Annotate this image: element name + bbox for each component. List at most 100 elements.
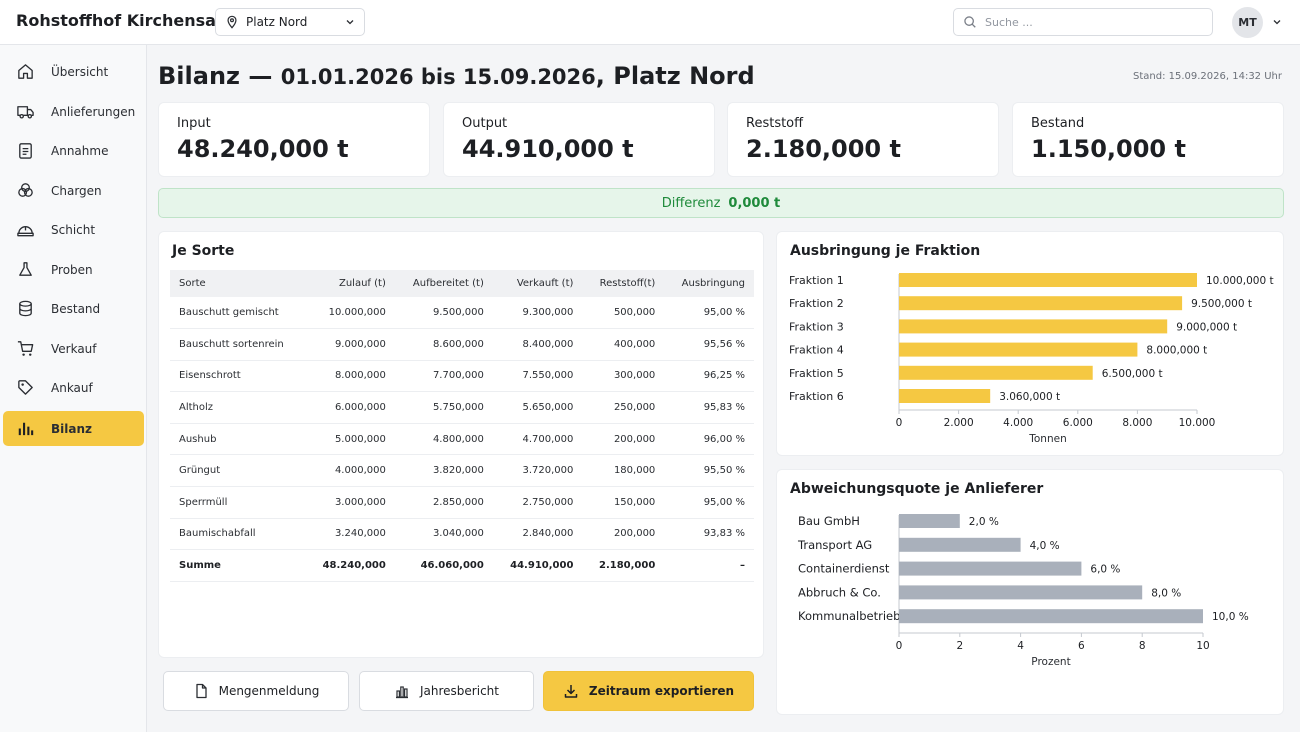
column-header[interactable]: Verkauft (t) <box>492 270 583 297</box>
kpi-label: Input <box>177 116 211 131</box>
table-sum-row: Summe 48.240,000 46.060,000 44.910,000 2.180… <box>170 549 754 583</box>
column-header[interactable]: Aufbereitet (t) <box>394 270 493 297</box>
table-row[interactable]: Bauschutt gemischt 10.000,000 9.500,000 9.3… <box>170 297 754 330</box>
report-chart-icon <box>396 686 408 699</box>
table-cell: 400,000 <box>582 328 665 361</box>
export-period-button[interactable]: Zeitraum exportieren <box>543 671 754 711</box>
sidebar-item-verkauf[interactable]: Verkauf <box>3 331 144 366</box>
table-cell: 2.840,000 <box>492 518 583 551</box>
user-menu-chevron-icon[interactable] <box>1272 17 1282 27</box>
data-label: 3.060,000 t <box>999 391 1060 403</box>
top-bar: Rohstoffhof Kirchensand Platz Nord MT <box>0 0 1300 45</box>
category-label: Fraktion 5 <box>789 367 844 380</box>
bar-chart-icon <box>18 422 34 436</box>
table-row[interactable]: Grüngut 4.000,000 3.820,000 3.720,000 180,00… <box>170 454 754 488</box>
tick-label: 8.000 <box>1122 417 1152 429</box>
data-label: 2,0 % <box>969 516 999 528</box>
bar <box>899 273 1197 287</box>
bar <box>899 537 1021 552</box>
search-box[interactable] <box>953 8 1213 36</box>
sum-cell: 46.060,000 <box>394 549 493 583</box>
table-cell: 9.300,000 <box>492 297 583 330</box>
table-cell: 8.600,000 <box>394 328 493 361</box>
table-row[interactable]: Altholz 6.000,000 5.750,000 5.650,000 250,00… <box>170 391 754 424</box>
column-header[interactable]: Reststoff(t) <box>582 270 665 297</box>
table-row[interactable]: Eisenschrott 8.000,000 7.700,000 7.550,000 3… <box>170 360 754 393</box>
table-cell: 96,00 % <box>664 423 754 456</box>
column-header[interactable]: Zulauf (t) <box>305 270 395 297</box>
table-row[interactable]: Baumischabfall 3.240,000 3.040,000 2.840,00… <box>170 518 754 551</box>
abweichung-chart: Bau GmbH 2,0 % Transport AG 4,0 % Containerd… <box>797 514 1249 668</box>
difference-value: 0,000 t <box>728 195 781 211</box>
location-select-value: Platz Nord <box>246 15 308 29</box>
sidebar-item-label: Übersicht <box>51 64 109 79</box>
tick-label: 10.000 <box>1179 417 1216 429</box>
sidebar-item-label: Ankauf <box>51 380 93 395</box>
bar <box>899 365 1093 380</box>
data-label: 8.000,000 t <box>1146 345 1207 357</box>
table-cell: Altholz <box>170 391 306 424</box>
sidebar-item-annahme[interactable]: Annahme <box>3 133 144 168</box>
sidebar-item-ankauf[interactable]: Ankauf <box>3 370 144 405</box>
database-icon <box>19 300 32 317</box>
table-cell: 4.700,000 <box>492 423 583 456</box>
bar <box>899 319 1168 334</box>
sidebar-item-anlieferungen[interactable]: Anlieferungen <box>3 94 144 129</box>
tick-label: 0 <box>896 417 903 429</box>
table-row[interactable]: Bauschutt sortenrein 9.000,000 8.600,000 8.… <box>170 328 754 361</box>
kpi-label: Bestand <box>1031 116 1085 131</box>
page-title-main: Bilanz — <box>158 62 281 90</box>
sidebar-item-proben[interactable]: Proben <box>3 252 144 287</box>
table-cell: 180,000 <box>582 454 665 488</box>
data-label: 10,0 % <box>1212 611 1249 623</box>
table-cell: 200,000 <box>582 423 665 456</box>
sum-cell: 2.180,000 <box>582 549 665 583</box>
table-row[interactable]: Sperrmüll 3.000,000 2.850,000 2.750,000 150,… <box>170 486 754 519</box>
page-title-place: , Platz Nord <box>595 62 755 90</box>
search-input[interactable] <box>985 15 1185 29</box>
column-header[interactable]: Sorte <box>170 270 306 297</box>
mengenmeldung-button[interactable]: Mengenmeldung <box>163 671 349 711</box>
hardhat-icon <box>17 225 34 237</box>
category-label: Transport AG <box>797 538 872 552</box>
location-select[interactable]: Platz Nord <box>215 8 365 36</box>
data-label: 10.000,000 t <box>1206 275 1274 287</box>
category-label: Fraktion 2 <box>789 297 844 310</box>
clipboard-icon <box>19 143 32 159</box>
sidebar-item-schicht[interactable]: Schicht <box>3 212 144 247</box>
kpi-card-bestand: Bestand 1.150,000 t <box>1012 102 1284 177</box>
sidebar-item-label: Bilanz <box>51 421 92 436</box>
table-cell: 93,83 % <box>664 518 754 551</box>
tick-label: 0 <box>896 640 903 652</box>
table-cell: 3.240,000 <box>305 518 395 551</box>
user-avatar[interactable]: MT <box>1232 7 1263 38</box>
sidebar-item-chargen[interactable]: Chargen <box>3 173 144 208</box>
sidebar-item-label: Verkauf <box>51 341 97 356</box>
jahresbericht-button[interactable]: Jahresbericht <box>359 671 534 711</box>
difference-label: Differenz <box>661 195 721 211</box>
table-row[interactable]: Aushub 5.000,000 4.800,000 4.700,000 200,000… <box>170 423 754 456</box>
sidebar-item-bestand[interactable]: Bestand <box>3 291 144 326</box>
table-cell: 95,83 % <box>664 391 754 424</box>
sidebar: Übersicht Anlieferungen Annahme Chargen … <box>0 45 147 732</box>
document-icon <box>195 683 207 699</box>
table-cell: 8.400,000 <box>492 328 583 361</box>
table-cell: 5.000,000 <box>305 423 395 456</box>
bar <box>899 609 1203 624</box>
category-label: Fraktion 4 <box>789 344 844 357</box>
download-icon <box>564 685 578 698</box>
sidebar-item-uebersicht[interactable]: Übersicht <box>3 54 144 89</box>
kpi-label: Reststoff <box>746 116 804 131</box>
sidebar-item-bilanz[interactable]: Bilanz <box>3 411 144 446</box>
button-label: Mengenmeldung <box>218 684 320 698</box>
sorte-table: Sorte Zulauf (t) Aufbereitet (t) Verkauft (… <box>170 270 754 583</box>
column-header[interactable]: Ausbringung <box>664 270 754 297</box>
table-cell: 96,25 % <box>664 360 754 393</box>
sidebar-item-label: Annahme <box>51 143 109 158</box>
table-cell: 5.750,000 <box>394 391 493 424</box>
bar <box>899 389 991 403</box>
tick-label: 6.000 <box>1063 417 1093 429</box>
category-label: Fraktion 1 <box>789 274 844 287</box>
category-label: Kommunalbetrieb <box>798 609 900 623</box>
kpi-label: Output <box>462 116 508 131</box>
